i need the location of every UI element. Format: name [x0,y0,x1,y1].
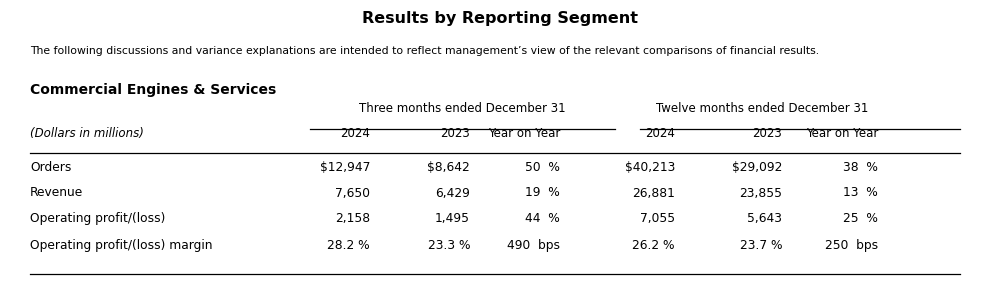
Text: 19  %: 19 % [525,186,560,200]
Text: Year on Year: Year on Year [806,127,878,140]
Text: 6,429: 6,429 [435,186,470,200]
Text: Three months ended December 31: Three months ended December 31 [359,102,565,115]
Text: Results by Reporting Segment: Results by Reporting Segment [362,11,638,27]
Text: Operating profit/(loss): Operating profit/(loss) [30,212,165,225]
Text: 26.2 %: 26.2 % [633,239,675,252]
Text: (Dollars in millions): (Dollars in millions) [30,127,144,140]
Text: 7,650: 7,650 [335,186,370,200]
Text: Commercial Engines & Services: Commercial Engines & Services [30,83,276,97]
Text: 23,855: 23,855 [739,186,782,200]
Text: 2023: 2023 [752,127,782,140]
Text: Operating profit/(loss) margin: Operating profit/(loss) margin [30,239,212,252]
Text: 25  %: 25 % [843,212,878,225]
Text: 13  %: 13 % [843,186,878,200]
Text: 2,158: 2,158 [335,212,370,225]
Text: 23.3 %: 23.3 % [428,239,470,252]
Text: 490  bps: 490 bps [507,239,560,252]
Text: $12,947: $12,947 [320,161,370,174]
Text: 28.2 %: 28.2 % [327,239,370,252]
Text: 38  %: 38 % [843,161,878,174]
Text: 250  bps: 250 bps [825,239,878,252]
Text: Orders: Orders [30,161,71,174]
Text: 2024: 2024 [645,127,675,140]
Text: $8,642: $8,642 [427,161,470,174]
Text: 50  %: 50 % [525,161,560,174]
Text: $40,213: $40,213 [625,161,675,174]
Text: Year on Year: Year on Year [488,127,560,140]
Text: Revenue: Revenue [30,186,83,200]
Text: 5,643: 5,643 [747,212,782,225]
Text: 26,881: 26,881 [632,186,675,200]
Text: 44  %: 44 % [525,212,560,225]
Text: 2023: 2023 [440,127,470,140]
Text: $29,092: $29,092 [732,161,782,174]
Text: 1,495: 1,495 [435,212,470,225]
Text: 23.7 %: 23.7 % [740,239,782,252]
Text: The following discussions and variance explanations are intended to reflect mana: The following discussions and variance e… [30,46,819,56]
Text: Twelve months ended December 31: Twelve months ended December 31 [656,102,868,115]
Text: 2024: 2024 [340,127,370,140]
Text: 7,055: 7,055 [640,212,675,225]
